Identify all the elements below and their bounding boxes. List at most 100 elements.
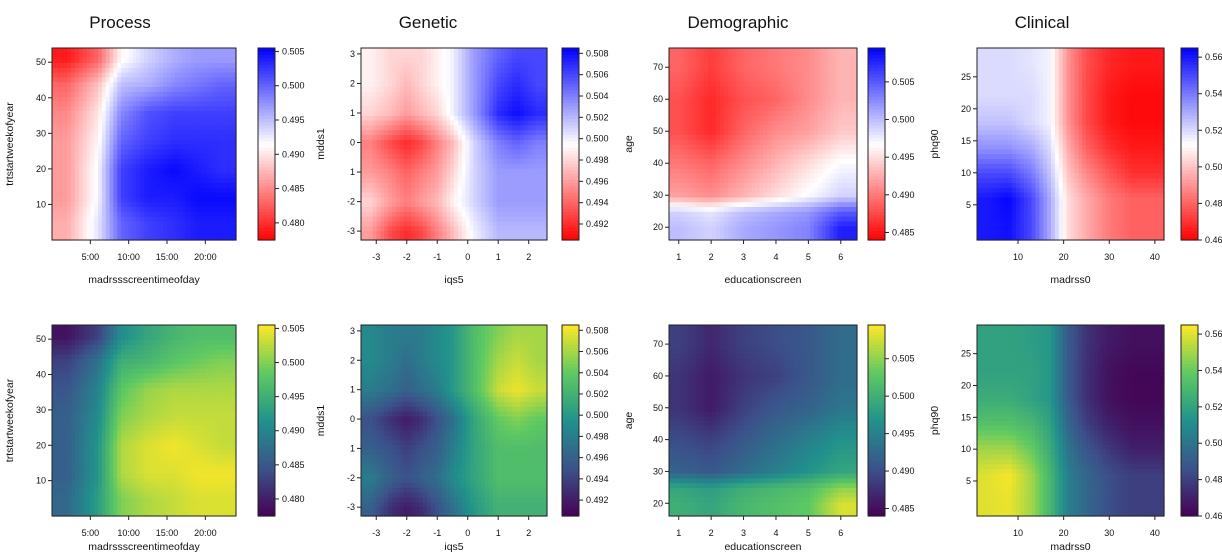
heatmap-cell [78,391,84,398]
heatmap-cell [216,182,222,188]
heatmap-cell [186,134,191,140]
heatmap-cell [209,325,214,331]
heatmap-cell [438,211,443,217]
heatmap-cell [415,187,420,193]
y-tick-label: 20 [36,440,46,450]
heatmap-cell [86,67,91,73]
heatmap-cell [124,81,130,87]
heatmap-cell [372,196,378,203]
heatmap-cell [174,358,180,364]
heatmap-cell [411,220,416,227]
heatmap-cell [167,325,172,331]
heatmap-cell [55,168,61,174]
heatmap-cell [136,463,141,469]
heatmap-cell [539,144,544,150]
heatmap-cell [136,110,141,116]
heatmap-cell [140,492,145,498]
heatmap-cell [519,192,525,198]
heatmap-cell [178,216,183,222]
heatmap-cell [209,339,214,345]
heatmap-cell [140,449,145,455]
heatmap-cell [82,115,88,121]
heatmap-cell [450,163,455,169]
heatmap-cell [488,192,494,198]
heatmap-cell [205,187,210,193]
heatmap-cell [423,144,428,150]
heatmap-cell [232,225,237,231]
heatmap-cell [128,177,134,183]
heatmap-cell [512,225,517,231]
heatmap-cell [228,425,233,431]
heatmap-cell [454,211,459,217]
heatmap-cell [59,120,65,126]
heatmap-cell [399,230,405,236]
heatmap-cell [182,196,187,203]
heatmap-cell [454,177,459,183]
heatmap-cell [407,182,412,188]
heatmap-cell [159,401,164,407]
heatmap-cell [209,72,214,78]
heatmap-cell [182,216,187,222]
heatmap-cell [82,396,88,403]
heatmap-cell [167,353,172,360]
heatmap-cell [426,187,432,193]
heatmap-cell [86,172,91,179]
heatmap-cell [205,434,210,441]
heatmap-cell [174,482,180,488]
heatmap-cell [527,177,533,183]
heatmap-cell [190,344,195,350]
heatmap-cell [216,187,222,193]
heatmap-cell [101,57,107,63]
heatmap-cell [170,48,176,54]
heatmap-cell [124,129,130,135]
heatmap-cell [213,105,218,111]
heatmap-cell [78,353,84,360]
heatmap-cell [170,52,176,59]
heatmap-cell [419,172,424,179]
heatmap-cell [438,153,443,159]
heatmap-cell [75,220,80,227]
heatmap-cell [101,468,107,474]
heatmap-cell [128,406,134,412]
heatmap-cell [132,158,137,164]
heatmap-cell [128,124,134,131]
heatmap-cell [117,48,122,54]
heatmap-cell [415,235,420,241]
heatmap-cell [232,420,237,426]
heatmap-cell [86,506,91,512]
heatmap-cell [78,220,84,227]
heatmap-cell [101,367,107,374]
heatmap-cell [197,91,203,97]
heatmap-cell [209,216,214,222]
heatmap-cell [516,177,521,183]
heatmap-cell [90,401,95,407]
heatmap-cell [469,172,474,179]
heatmap-cell [117,230,122,236]
heatmap-cell [539,206,544,212]
heatmap-cell [543,235,548,241]
heatmap-cell [201,415,206,422]
heatmap-cell [94,81,99,87]
heatmap-cell [121,168,126,174]
heatmap-cell [155,377,160,383]
heatmap-cell [519,153,525,159]
heatmap-cell [140,48,145,54]
heatmap-cell [94,463,99,469]
heatmap-cell [98,153,103,159]
heatmap-cell [167,511,172,517]
heatmap-cell [228,387,233,393]
heatmap-cell [55,496,61,503]
heatmap-cell [71,48,76,54]
heatmap-cell [469,158,474,164]
heatmap-cell [170,105,176,111]
heatmap-cell [167,358,172,364]
heatmap-cell [232,115,237,121]
heatmap-cell [216,329,222,336]
heatmap-cell [163,216,168,222]
heatmap-cell [52,439,57,445]
heatmap-cell [144,401,149,407]
heatmap-cell [52,57,57,63]
heatmap-cell [144,496,149,503]
heatmap-cell [98,172,103,179]
heatmap-cell [140,105,145,111]
